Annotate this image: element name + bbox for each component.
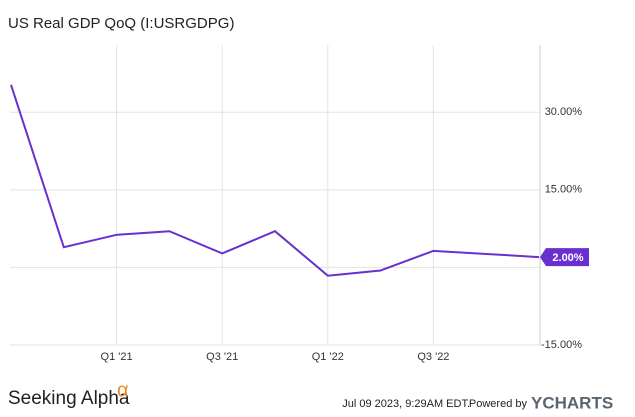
brand-mark: α [117, 379, 129, 401]
y-tick-label: -15.00% [541, 339, 582, 351]
x-tick-label: Q1 '21 [101, 351, 133, 363]
provider: YCHARTS [531, 393, 613, 412]
last-value-label: 2.00% [552, 252, 583, 264]
timestamp: Jul 09 2023, 9:29AM EDT. [342, 398, 470, 410]
powered-by: Powered by [469, 398, 528, 410]
y-tick-label: 15.00% [545, 184, 583, 196]
x-tick-label: Q3 '22 [417, 351, 449, 363]
x-tick-label: Q3 '21 [206, 351, 238, 363]
chart-title: US Real GDP QoQ (I:USRGDPG) [8, 15, 234, 32]
x-tick-label: Q1 '22 [312, 351, 344, 363]
series-line [10, 84, 540, 277]
last-value-badge [540, 248, 589, 267]
y-tick-label: 30.00% [545, 106, 583, 118]
brand: Seeking Alpha [8, 388, 130, 409]
grid [10, 45, 540, 346]
